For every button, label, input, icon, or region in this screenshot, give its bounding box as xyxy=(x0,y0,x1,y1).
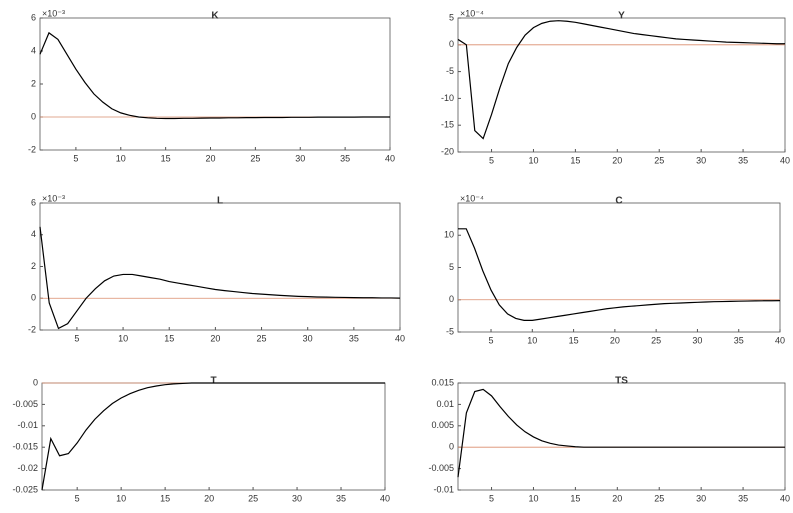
figure: -20246510152025303540K×10⁻³-20-15-10-505… xyxy=(0,0,793,508)
x-tick-label: 20 xyxy=(206,153,216,163)
x-tick-label: 20 xyxy=(612,493,622,503)
x-tick-label: 40 xyxy=(380,493,390,503)
y-tick-label: -0.02 xyxy=(17,463,38,473)
x-tick-label: 30 xyxy=(295,153,305,163)
x-tick-label: 20 xyxy=(612,155,622,165)
y-tick-label: -0.025 xyxy=(12,484,38,494)
y-tick-label: 5 xyxy=(449,262,454,272)
y-tick-label: 2 xyxy=(31,261,36,271)
y-tick-label: 2 xyxy=(31,78,36,88)
x-tick-label: 35 xyxy=(340,153,350,163)
x-tick-label: 10 xyxy=(528,155,538,165)
y-tick-label: 0 xyxy=(449,39,454,49)
x-tick-label: 20 xyxy=(210,333,220,343)
x-tick-label: 25 xyxy=(654,493,664,503)
x-tick-label: 25 xyxy=(250,153,260,163)
y-multiplier: ×10⁻³ xyxy=(42,193,65,203)
x-tick-label: 15 xyxy=(161,153,171,163)
x-tick-label: 25 xyxy=(651,335,661,345)
x-tick-label: 15 xyxy=(160,493,170,503)
x-tick-label: 10 xyxy=(528,493,538,503)
x-tick-label: 20 xyxy=(204,493,214,503)
x-tick-label: 25 xyxy=(257,333,267,343)
y-tick-label: 0 xyxy=(31,111,36,121)
y-tick-label: -10 xyxy=(441,93,454,103)
y-tick-label: -0.005 xyxy=(12,399,38,409)
y-tick-label: 6 xyxy=(31,197,36,207)
x-tick-label: 10 xyxy=(116,153,126,163)
x-tick-label: 5 xyxy=(489,335,494,345)
y-tick-label: 0 xyxy=(449,442,454,452)
x-tick-label: 15 xyxy=(569,335,579,345)
x-tick-label: 35 xyxy=(738,155,748,165)
y-tick-label: 0 xyxy=(31,293,36,303)
axes-box xyxy=(458,18,785,152)
x-tick-label: 40 xyxy=(385,153,395,163)
y-tick-label: 5 xyxy=(449,12,454,22)
x-tick-label: 30 xyxy=(692,335,702,345)
x-tick-label: 10 xyxy=(118,333,128,343)
y-tick-label: -0.01 xyxy=(17,420,38,430)
x-tick-label: 40 xyxy=(775,335,785,345)
panel-title: L xyxy=(217,196,223,207)
y-tick-label: 0.01 xyxy=(436,399,454,409)
x-tick-label: 30 xyxy=(303,333,313,343)
axes-box xyxy=(40,18,390,150)
y-tick-label: -15 xyxy=(441,120,454,130)
y-tick-label: 0 xyxy=(33,377,38,387)
y-tick-label: -5 xyxy=(446,66,454,76)
x-tick-label: 5 xyxy=(489,155,494,165)
x-tick-label: 20 xyxy=(610,335,620,345)
panel-title: Y xyxy=(618,11,625,22)
y-tick-label: -2 xyxy=(28,144,36,154)
y-multiplier: ×10⁻³ xyxy=(42,8,65,18)
x-tick-label: 40 xyxy=(780,155,790,165)
panel-title: TS xyxy=(615,376,628,387)
x-tick-label: 5 xyxy=(489,493,494,503)
x-tick-label: 30 xyxy=(292,493,302,503)
panel-title: C xyxy=(615,196,622,207)
y-tick-label: -2 xyxy=(28,324,36,334)
x-tick-label: 35 xyxy=(336,493,346,503)
x-tick-label: 35 xyxy=(734,335,744,345)
x-tick-label: 25 xyxy=(654,155,664,165)
x-tick-label: 5 xyxy=(74,333,79,343)
y-tick-label: 0.015 xyxy=(431,377,454,387)
y-tick-label: 0 xyxy=(449,294,454,304)
panel-title: T xyxy=(210,376,216,387)
x-tick-label: 5 xyxy=(73,153,78,163)
y-tick-label: 4 xyxy=(31,229,36,239)
x-tick-label: 35 xyxy=(738,493,748,503)
x-tick-label: 30 xyxy=(696,155,706,165)
axes-box xyxy=(458,383,785,490)
x-tick-label: 15 xyxy=(570,493,580,503)
y-tick-label: -0.01 xyxy=(433,484,454,494)
x-tick-label: 5 xyxy=(75,493,80,503)
y-tick-label: -0.005 xyxy=(428,463,454,473)
panel-title: K xyxy=(211,11,219,22)
y-tick-label: 6 xyxy=(31,12,36,22)
y-tick-label: 0.005 xyxy=(431,420,454,430)
x-tick-label: 15 xyxy=(570,155,580,165)
y-tick-label: -0.015 xyxy=(12,442,38,452)
x-tick-label: 35 xyxy=(349,333,359,343)
x-tick-label: 40 xyxy=(780,493,790,503)
y-multiplier: ×10⁻⁴ xyxy=(460,193,484,203)
axes-box xyxy=(40,203,400,330)
x-tick-label: 25 xyxy=(248,493,258,503)
x-tick-label: 10 xyxy=(116,493,126,503)
y-tick-label: -5 xyxy=(446,326,454,336)
y-tick-label: 10 xyxy=(444,230,454,240)
axes-box xyxy=(42,383,385,490)
y-multiplier: ×10⁻⁴ xyxy=(460,8,484,18)
x-tick-label: 30 xyxy=(696,493,706,503)
x-tick-label: 15 xyxy=(164,333,174,343)
x-tick-label: 40 xyxy=(395,333,405,343)
x-tick-label: 10 xyxy=(527,335,537,345)
y-tick-label: 4 xyxy=(31,45,36,55)
y-tick-label: -20 xyxy=(441,146,454,156)
